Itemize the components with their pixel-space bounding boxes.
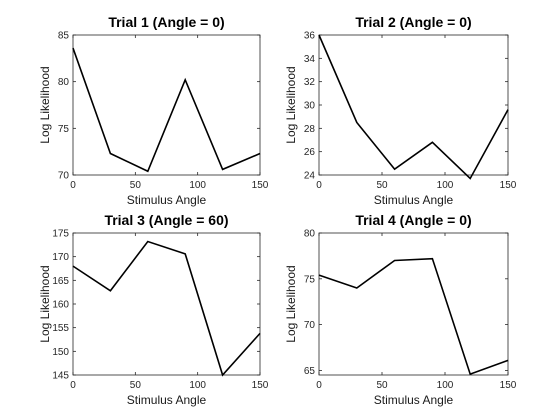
y-tick-label: 32 — [304, 77, 316, 88]
y-tick-label: 70 — [58, 171, 70, 182]
y-tick-label: 75 — [304, 274, 316, 285]
y-tick-label: 80 — [58, 77, 70, 88]
y-tick-label: 30 — [304, 101, 316, 112]
x-tick-label: 150 — [500, 380, 517, 391]
y-tick-label: 28 — [304, 124, 316, 135]
plot-area-3 — [72, 232, 261, 376]
x-tick-label: 0 — [70, 380, 76, 391]
x-tick-label: 0 — [316, 180, 322, 191]
x-tick-label: 50 — [130, 180, 142, 191]
y-tick-label: 70 — [304, 320, 316, 331]
y-tick-label: 24 — [304, 171, 316, 182]
plot-area-1 — [72, 34, 261, 176]
y-axis-label-2: Log Likelihood — [284, 66, 298, 143]
x-tick-label: 100 — [437, 180, 454, 191]
x-tick-label: 150 — [252, 380, 269, 391]
y-tick-label: 80 — [304, 229, 316, 240]
y-axis-label-3: Log Likelihood — [38, 265, 52, 342]
subplot-3: 0 50 100 150 145 150 155 160 165 170 175 Trial 3 (A… — [38, 212, 269, 407]
y-tick-label: 145 — [52, 371, 69, 382]
x-tick-label: 150 — [500, 180, 517, 191]
x-axis-label-4: Stimulus Angle — [374, 393, 454, 407]
x-axis-label-2: Stimulus Angle — [374, 193, 454, 207]
x-axis-label-1: Stimulus Angle — [127, 193, 207, 207]
x-axis-label-3: Stimulus Angle — [127, 393, 207, 407]
y-tick-label: 85 — [58, 31, 70, 42]
series-line-3 — [72, 240, 261, 377]
subplot-title-4: Trial 4 (Angle = 0) — [355, 212, 471, 228]
y-tick-label: 26 — [304, 147, 316, 158]
y-tick-label: 75 — [58, 124, 70, 135]
y-axis-label-4: Log Likelihood — [284, 265, 298, 342]
subplot-title-3: Trial 3 (Angle = 60) — [104, 212, 228, 228]
y-tick-label: 165 — [52, 276, 69, 287]
y-tick-label: 150 — [52, 347, 69, 358]
subplot-title-1: Trial 1 (Angle = 0) — [108, 14, 224, 30]
plot-area-2 — [318, 34, 509, 176]
y-axis-label-1: Log Likelihood — [38, 66, 52, 143]
x-tick-label: 100 — [437, 380, 454, 391]
y-tick-label: 155 — [52, 323, 69, 334]
x-tick-label: 50 — [376, 180, 388, 191]
y-tick-label: 160 — [52, 300, 69, 311]
series-line-4 — [318, 257, 509, 376]
subplot-2: 0 50 100 150 24 26 28 30 32 34 36 Trial 2 (Angle = … — [284, 14, 517, 207]
subplot-4: 0 50 100 150 65 70 75 80 Trial 4 (Angle = 0) Stim… — [284, 212, 517, 407]
x-tick-label: 150 — [252, 180, 269, 191]
x-tick-label: 100 — [189, 180, 206, 191]
y-tick-label: 65 — [304, 366, 316, 377]
series-line-2 — [318, 34, 509, 180]
y-tick-label: 34 — [304, 54, 316, 65]
x-tick-label: 0 — [316, 380, 322, 391]
subplot-1: 0 50 100 150 70 75 80 85 Trial 1 (Angle = 0) Stim… — [38, 14, 269, 207]
y-tick-label: 170 — [52, 252, 69, 263]
x-tick-label: 50 — [130, 380, 142, 391]
subplot-title-2: Trial 2 (Angle = 0) — [355, 14, 471, 30]
y-tick-label: 175 — [52, 229, 69, 240]
x-tick-label: 100 — [189, 380, 206, 391]
plot-area-4 — [318, 232, 509, 376]
y-tick-label: 36 — [304, 31, 316, 42]
series-line-1 — [72, 47, 261, 173]
x-tick-label: 50 — [376, 380, 388, 391]
x-tick-label: 0 — [70, 180, 76, 191]
